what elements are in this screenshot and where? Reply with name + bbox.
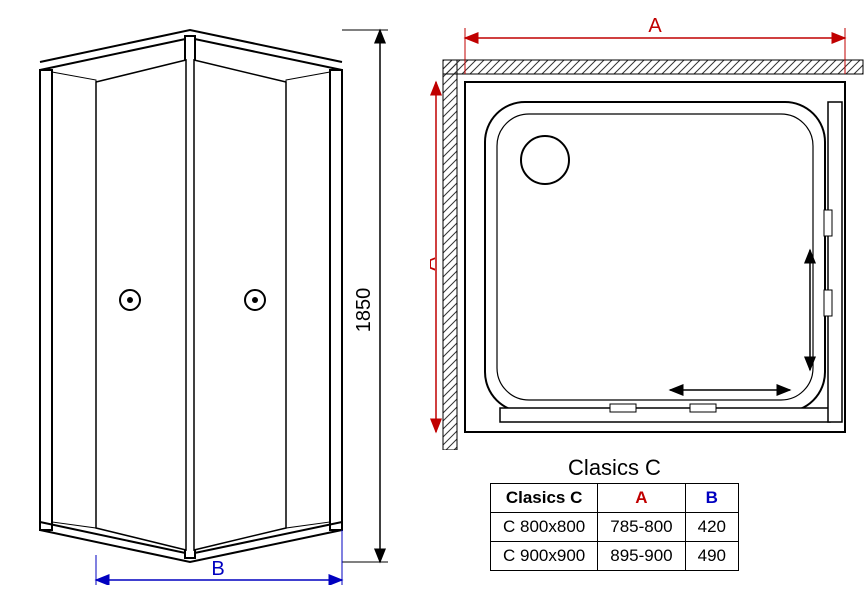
table-row: C 800x800 785-800 420 [491,513,739,542]
cell-a: 785-800 [598,513,685,542]
header-a: A [598,484,685,513]
table-title: Clasics C [490,455,739,481]
cell-a: 895-900 [598,542,685,571]
dimensions-table-container: Clasics C Clasics C A B C 800x800 785-80… [490,455,739,571]
side-dim-a-label: A [430,257,440,271]
cell-b: 420 [685,513,738,542]
header-name: Clasics C [491,484,598,513]
front-view: 1850 B [10,10,410,585]
cell-name: C 900x900 [491,542,598,571]
dimensions-table: Clasics C A B C 800x800 785-800 420 C 90… [490,483,739,571]
cell-b: 490 [685,542,738,571]
height-dim-label: 1850 [353,288,375,333]
width-b-label: B [211,558,224,580]
top-dim-a-label: A [648,15,662,37]
top-view: A A [430,10,868,450]
table-row: C 900x900 895-900 490 [491,542,739,571]
diagram-container: 1850 B [10,10,858,586]
header-b: B [685,484,738,513]
cell-name: C 800x800 [491,513,598,542]
table-header-row: Clasics C A B [491,484,739,513]
